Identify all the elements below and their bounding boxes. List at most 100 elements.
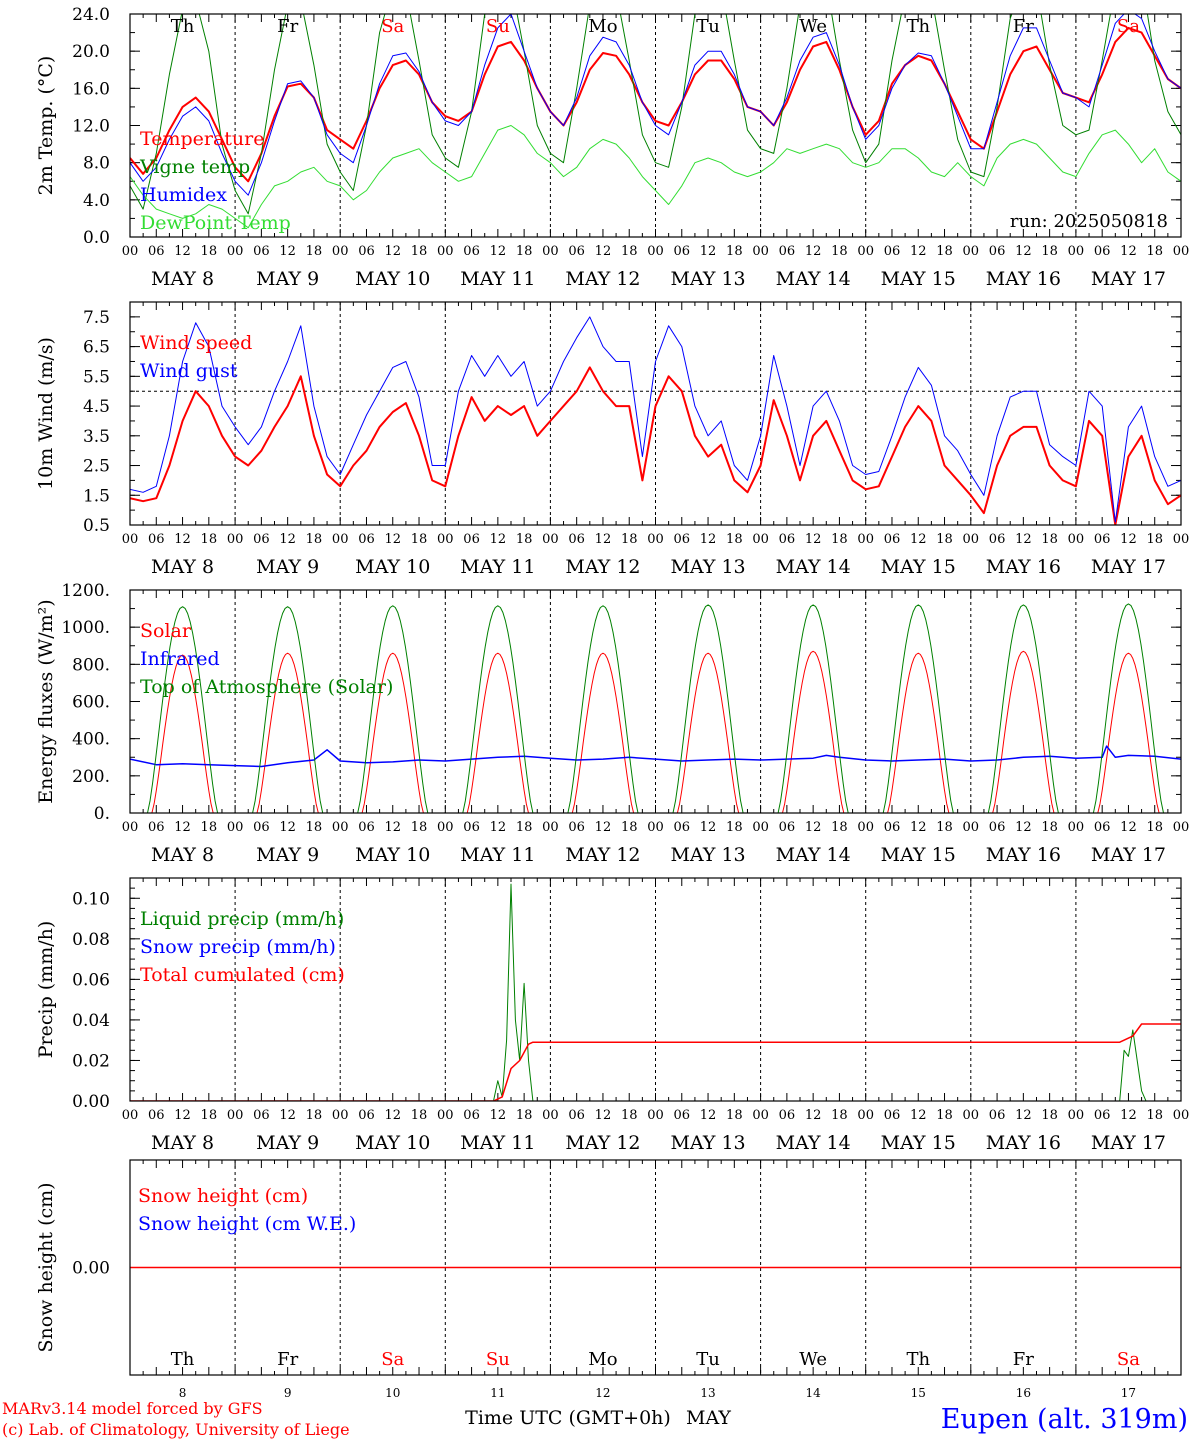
hour-label: 18 xyxy=(516,820,533,835)
hour-label: 06 xyxy=(989,820,1006,835)
series-line-wind-gust xyxy=(130,316,1181,523)
series-group xyxy=(130,316,1181,525)
hour-label: 06 xyxy=(568,244,585,259)
hour-label: 12 xyxy=(805,820,822,835)
y-tick-label: 800. xyxy=(72,655,110,675)
y-tick-label: 0.10 xyxy=(72,889,110,909)
hour-label: 18 xyxy=(516,244,533,259)
hour-label: 12 xyxy=(910,1108,927,1123)
hour-label: 00 xyxy=(542,244,559,259)
date-label: MAY 15 xyxy=(881,844,956,866)
hour-label: 18 xyxy=(306,532,323,547)
hour-label: 12 xyxy=(1015,820,1032,835)
hour-label: 06 xyxy=(148,532,165,547)
hour-label: 18 xyxy=(726,532,743,547)
hour-label: 12 xyxy=(700,1108,717,1123)
y-tick-label: 7.5 xyxy=(83,308,110,328)
hour-label: 00 xyxy=(857,244,874,259)
hour-label: 12 xyxy=(700,532,717,547)
hour-label: 18 xyxy=(1041,1108,1058,1123)
hour-label: 18 xyxy=(1041,532,1058,547)
hour-label: 18 xyxy=(1146,244,1163,259)
y-axis-label: Snow height (cm) xyxy=(35,1182,57,1352)
hour-label: 12 xyxy=(490,820,507,835)
hour-label: 12 xyxy=(174,1108,191,1123)
hour-label: 12 xyxy=(384,1108,401,1123)
panel-4: 0.00 0.02 0.04 0.06 0.08 0.10 Precip (mm/h) Liq… xyxy=(35,877,1189,1154)
hour-label: 12 xyxy=(910,820,927,835)
hour-label: 12 xyxy=(1015,244,1032,259)
y-tick-label: 20.0 xyxy=(72,42,110,62)
day-number-label: 12 xyxy=(595,1386,610,1400)
series-line-humidex xyxy=(130,14,1181,196)
date-label: MAY 16 xyxy=(986,1132,1061,1154)
hour-label: 18 xyxy=(201,820,218,835)
hour-label: 06 xyxy=(463,1108,480,1123)
y-tick-label: 200. xyxy=(72,767,110,787)
hour-label: 00 xyxy=(1173,532,1190,547)
panel-5: 0.00 Snow height (cm) Snow height (cm) Snow… xyxy=(35,1159,1182,1400)
series-group xyxy=(130,603,1181,813)
hour-label: 06 xyxy=(884,1108,901,1123)
series-line-temperature xyxy=(130,26,1181,183)
panel-frame xyxy=(129,301,1182,526)
panel-2: 0.5 1.5 2.5 3.5 4.5 5.5 6.5 7.5 10m Wind (m/s) Wi… xyxy=(35,301,1190,578)
series-line-liquid-precip-mm-h xyxy=(130,883,1181,1101)
hour-label: 00 xyxy=(647,820,664,835)
hour-label: 12 xyxy=(174,244,191,259)
hour-label: 06 xyxy=(148,1108,165,1123)
series-line-top-of-atmosphere-solar xyxy=(130,603,1181,813)
hour-label: 18 xyxy=(1146,532,1163,547)
day-number-label: 17 xyxy=(1121,1386,1136,1400)
hour-label: 00 xyxy=(857,1108,874,1123)
hour-label: 18 xyxy=(516,1108,533,1123)
hour-label: 00 xyxy=(1068,820,1085,835)
y-axis-label: Precip (mm/h) xyxy=(35,921,57,1059)
legend-entry: Snow precip (mm/h) xyxy=(140,936,336,958)
date-label: MAY 8 xyxy=(151,268,214,290)
hour-label: 06 xyxy=(253,820,270,835)
hour-label: 00 xyxy=(332,244,349,259)
date-label: MAY 9 xyxy=(256,556,319,578)
date-label: MAY 13 xyxy=(670,556,745,578)
hour-label: 12 xyxy=(174,820,191,835)
y-tick-label: 0. xyxy=(94,804,110,824)
legend-entry: Snow height (cm) xyxy=(138,1185,308,1207)
hour-label: 06 xyxy=(463,532,480,547)
legend-entry: Wind gust xyxy=(140,360,238,382)
hour-label: 12 xyxy=(1120,1108,1137,1123)
hour-label: 12 xyxy=(595,532,612,547)
date-label: MAY 14 xyxy=(776,1132,851,1154)
hour-label: 00 xyxy=(1068,244,1085,259)
hour-label: 18 xyxy=(936,1108,953,1123)
panel-frame xyxy=(129,13,1182,238)
weekday-label: Tu xyxy=(696,16,720,37)
x-axis-label: Time UTC (GMT+0h) xyxy=(465,1407,671,1429)
hour-label: 18 xyxy=(1146,820,1163,835)
y-tick-label: 24.0 xyxy=(72,5,110,25)
hour-label: 12 xyxy=(805,1108,822,1123)
y-tick-label: 0.08 xyxy=(72,930,110,950)
weekday-label: Th xyxy=(171,16,195,37)
day-number-label: 16 xyxy=(1016,1386,1031,1400)
hour-label: 06 xyxy=(674,1108,691,1123)
meteogram-panels: 0.0 4.0 8.0 12.0 16.0 20.0 24.0 2m Temp. (°C) Te… xyxy=(35,5,1190,1400)
date-label: MAY 13 xyxy=(670,844,745,866)
hour-label: 00 xyxy=(752,820,769,835)
hour-label: 18 xyxy=(621,532,638,547)
date-label: MAY 16 xyxy=(986,844,1061,866)
hour-label: 12 xyxy=(174,532,191,547)
day-number-label: 15 xyxy=(911,1386,926,1400)
date-label: MAY 15 xyxy=(881,1132,956,1154)
series-line-wind-speed xyxy=(130,366,1181,525)
hour-label: 06 xyxy=(779,532,796,547)
hour-label: 12 xyxy=(910,244,927,259)
hour-label: 00 xyxy=(437,820,454,835)
day-number-label: 11 xyxy=(490,1386,505,1400)
date-label: MAY 10 xyxy=(355,556,430,578)
hour-label: 18 xyxy=(201,532,218,547)
hour-label: 12 xyxy=(700,244,717,259)
series-group xyxy=(130,883,1181,1101)
hour-label: 00 xyxy=(122,1108,139,1123)
hour-label: 00 xyxy=(122,820,139,835)
